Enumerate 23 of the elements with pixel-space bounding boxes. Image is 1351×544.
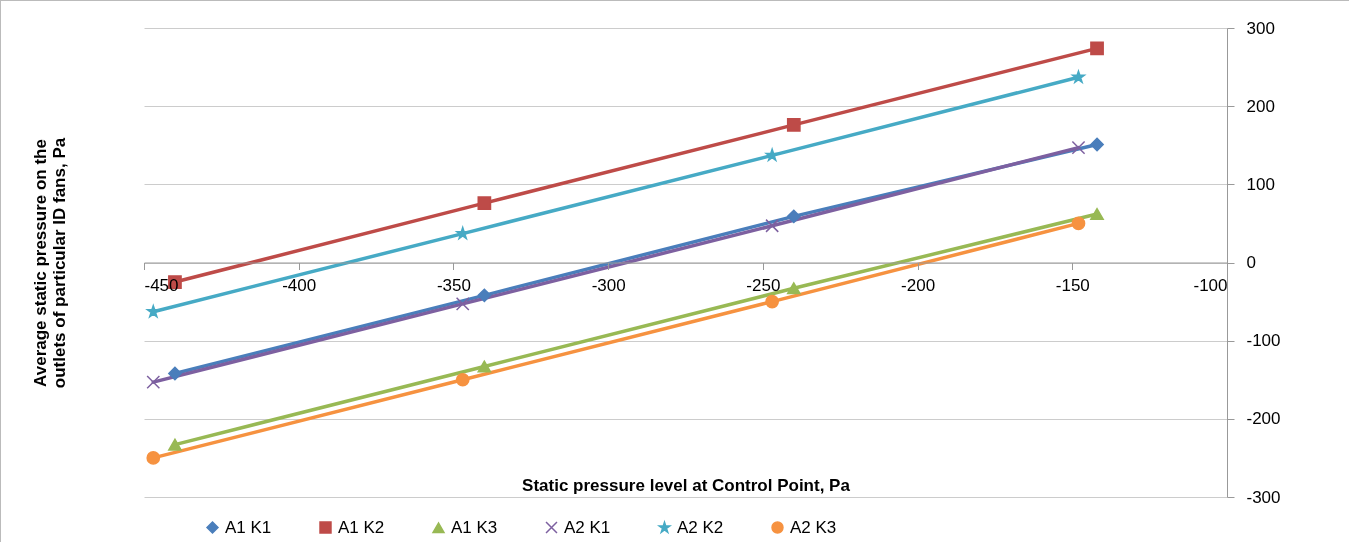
y-tick-label: -200 (1246, 409, 1281, 429)
y-tick-label: 300 (1246, 18, 1275, 38)
legend-label: A2 K3 (790, 517, 837, 537)
y-tick-label: 0 (1246, 253, 1256, 272)
x-tick-label: -350 (436, 276, 471, 295)
x-tick-label: -450 (144, 276, 179, 295)
legend-label: A2 K1 (564, 517, 611, 537)
legend-label: A1 K2 (338, 517, 385, 537)
x-tick-label: -300 (591, 276, 626, 295)
y-tick-label: -300 (1246, 487, 1281, 507)
legend-label: A2 K2 (677, 517, 724, 537)
y-tick-label: -100 (1246, 331, 1281, 351)
x-tick-label: -400 (282, 276, 317, 295)
y-tick-label: 200 (1246, 96, 1275, 116)
x-tick-label: -250 (746, 276, 781, 295)
x-tick-label: -200 (901, 276, 936, 295)
x-axis-title: Static pressure level at Control Point, Pa (522, 475, 851, 495)
legend-label: A1 K3 (451, 517, 498, 537)
x-tick-label: -150 (1055, 276, 1090, 295)
legend-label: A1 K1 (225, 517, 272, 537)
y-axis-title: Average static pressure on the outlets of particular ID fans, Pa (30, 137, 69, 389)
x-tick-label: -100 (1193, 276, 1228, 295)
y-tick-label: 100 (1246, 174, 1275, 194)
